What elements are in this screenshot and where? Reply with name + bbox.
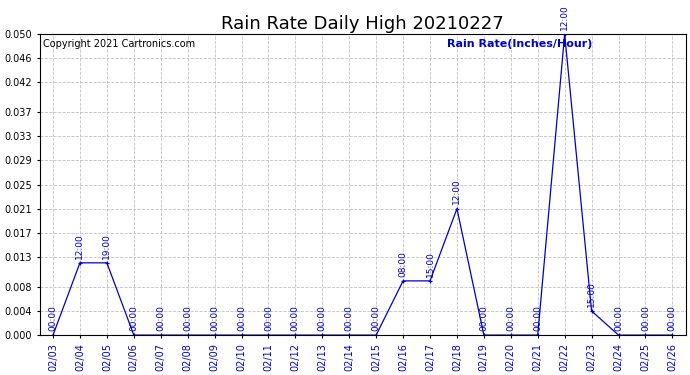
- Text: 00:00: 00:00: [48, 305, 57, 331]
- Text: 00:00: 00:00: [614, 305, 623, 331]
- Text: 00:00: 00:00: [318, 305, 327, 331]
- Text: 00:00: 00:00: [480, 305, 489, 331]
- Text: 12:00: 12:00: [560, 4, 569, 30]
- Text: 00:00: 00:00: [264, 305, 273, 331]
- Text: 00:00: 00:00: [210, 305, 219, 331]
- Text: 00:00: 00:00: [533, 305, 542, 331]
- Text: 00:00: 00:00: [506, 305, 515, 331]
- Text: 00:00: 00:00: [372, 305, 381, 331]
- Text: 19:00: 19:00: [102, 233, 111, 259]
- Text: 00:00: 00:00: [668, 305, 677, 331]
- Text: 00:00: 00:00: [183, 305, 192, 331]
- Text: 12:00: 12:00: [453, 179, 462, 204]
- Text: 00:00: 00:00: [291, 305, 300, 331]
- Text: 00:00: 00:00: [237, 305, 246, 331]
- Text: 08:00: 08:00: [399, 251, 408, 277]
- Text: 15:00: 15:00: [587, 281, 596, 307]
- Text: 00:00: 00:00: [129, 305, 138, 331]
- Text: 00:00: 00:00: [156, 305, 165, 331]
- Text: 00:00: 00:00: [641, 305, 650, 331]
- Title: Rain Rate Daily High 20210227: Rain Rate Daily High 20210227: [221, 15, 504, 33]
- Text: Copyright 2021 Cartronics.com: Copyright 2021 Cartronics.com: [43, 39, 195, 49]
- Text: 12:00: 12:00: [75, 233, 84, 259]
- Text: 15:00: 15:00: [426, 251, 435, 277]
- Text: Rain Rate(Inches/Hour): Rain Rate(Inches/Hour): [446, 39, 592, 49]
- Text: 00:00: 00:00: [345, 305, 354, 331]
